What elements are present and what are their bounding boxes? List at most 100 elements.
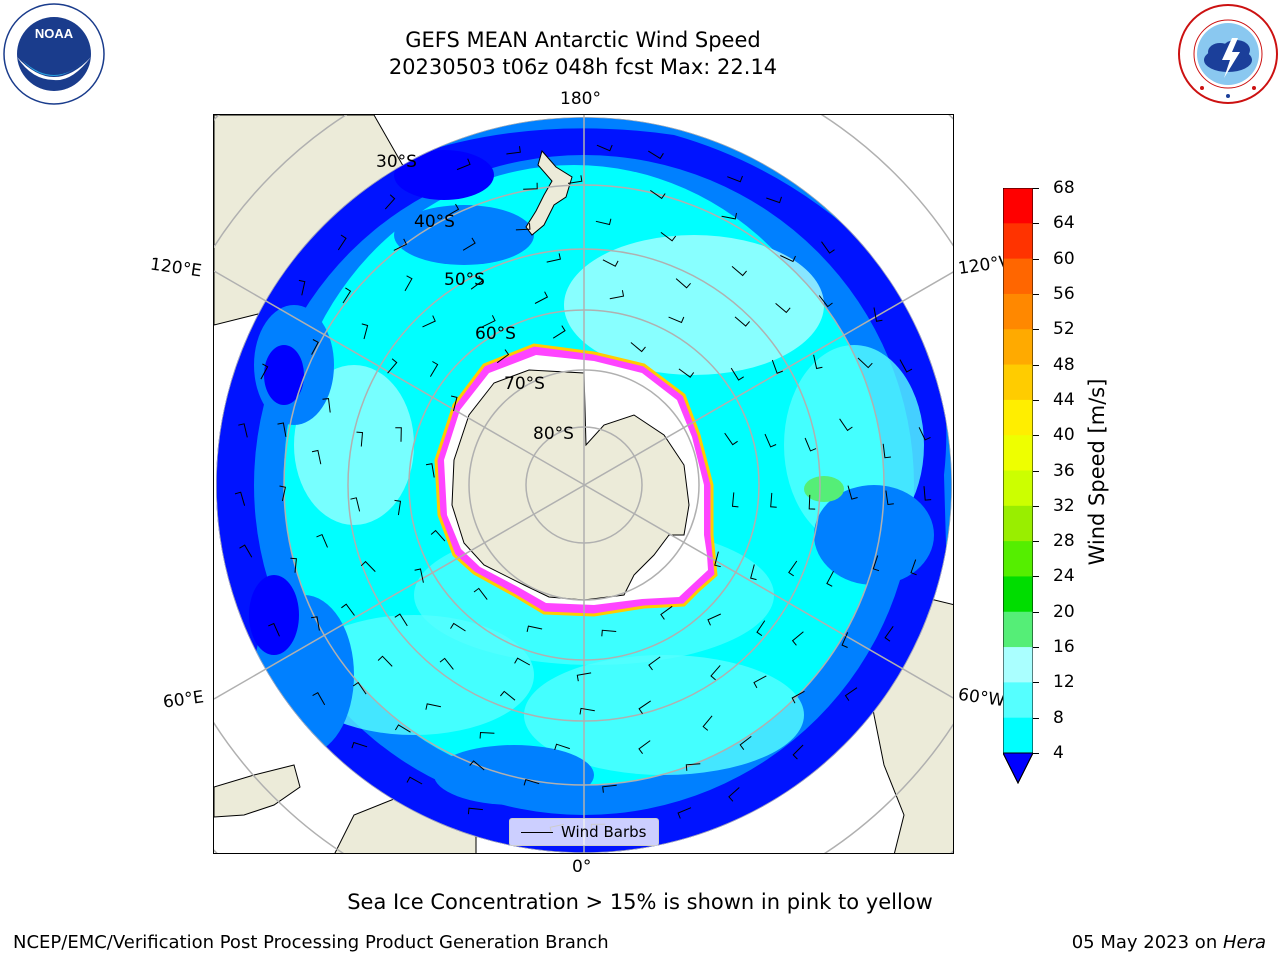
wind-barb xyxy=(813,354,823,370)
legend-label: Wind Barbs xyxy=(561,823,647,841)
wind-barb xyxy=(523,778,540,786)
colorbar-tick-mark xyxy=(1033,541,1039,543)
wind-barb xyxy=(727,175,743,183)
colorbar-tick-label: 56 xyxy=(1053,283,1075,304)
colorbar-segment xyxy=(1003,576,1033,613)
colorbar-segment xyxy=(1003,682,1033,719)
colorbar-tick-mark xyxy=(1033,682,1039,684)
colorbar-tick-mark xyxy=(1033,188,1039,189)
colorbar-segment xyxy=(1003,611,1033,648)
wind-barb xyxy=(677,807,692,819)
wind-barb xyxy=(857,357,873,369)
wind-barb xyxy=(770,492,777,508)
wind-barb xyxy=(826,570,834,587)
wind-barb-legend-line xyxy=(521,832,553,833)
colorbar-tick-label: 20 xyxy=(1053,601,1075,622)
wind-barb xyxy=(352,681,367,695)
wind-barb xyxy=(602,259,619,267)
map-legend: Wind Barbs xyxy=(509,818,659,846)
wind-barb xyxy=(546,253,561,263)
wind-barb xyxy=(360,560,376,572)
wind-barb xyxy=(601,629,617,637)
colorbar-segment xyxy=(1003,647,1033,683)
wind-barb xyxy=(714,551,721,568)
wind-barb xyxy=(322,398,331,413)
wind-barb xyxy=(882,443,891,459)
wind-barb xyxy=(707,613,722,626)
wind-barb xyxy=(277,422,287,437)
colorbar-tick-label: 64 xyxy=(1053,213,1075,234)
wind-barb xyxy=(361,323,369,340)
wind-barb xyxy=(780,255,796,263)
colorbar-tick-mark xyxy=(1033,717,1039,719)
wind-barb xyxy=(775,303,791,314)
lon-label-60e: 60°E xyxy=(161,687,206,713)
wind-barb xyxy=(918,427,931,441)
wind-barb xyxy=(515,223,531,231)
colorbar-tick-mark xyxy=(1033,647,1039,649)
wind-barb xyxy=(450,622,466,632)
wind-barb xyxy=(425,463,435,478)
wind-barb xyxy=(239,544,253,558)
wind-barb xyxy=(766,196,782,204)
wind-barb xyxy=(496,349,510,364)
wind-barb xyxy=(728,787,740,802)
colorbar-tick-label: 44 xyxy=(1053,389,1075,410)
colorbar-segment xyxy=(1003,188,1033,224)
wind-barb xyxy=(425,703,442,710)
wind-barb xyxy=(804,437,817,452)
wind-barb xyxy=(650,189,666,200)
wind-barb xyxy=(377,655,393,667)
wind-barb xyxy=(771,359,783,374)
wind-barb xyxy=(523,182,538,190)
footer-branch: NCEP/EMC/Verification Post Processing Pr… xyxy=(13,932,609,953)
colorbar-segment xyxy=(1003,470,1033,507)
wind-barb xyxy=(439,657,454,670)
lon-label-60w: 60°W xyxy=(956,684,1007,712)
colorbar-tick-label: 40 xyxy=(1053,425,1075,446)
wind-barb xyxy=(839,418,853,432)
wind-barb xyxy=(395,427,402,442)
wind-barb xyxy=(595,218,612,226)
wind-barb xyxy=(638,740,651,754)
wind-barb xyxy=(279,485,286,502)
wind-barb xyxy=(724,432,738,446)
colorbar-tick-label: 12 xyxy=(1053,672,1075,693)
wind-barb xyxy=(675,278,691,289)
wind-barb xyxy=(450,395,458,412)
wind-barb xyxy=(387,358,398,374)
wind-barb xyxy=(872,555,880,572)
colorbar-tick-label: 8 xyxy=(1053,707,1064,728)
wind-barb xyxy=(873,307,883,322)
colorbar-tick-label: 52 xyxy=(1053,319,1075,340)
colorbar-tick-label: 68 xyxy=(1053,178,1075,198)
wind-barb xyxy=(384,194,396,210)
colorbar-tick-label: 32 xyxy=(1053,495,1075,516)
wind-barb xyxy=(341,603,355,616)
wind-barb xyxy=(702,715,713,731)
wind-barb xyxy=(311,339,319,355)
wind-barb xyxy=(316,533,328,548)
colorbar-tick-label: 4 xyxy=(1053,743,1064,763)
wind-barb xyxy=(312,692,326,706)
lat-label-80s: 80°S xyxy=(533,424,574,444)
colorbar-tick-mark xyxy=(1033,223,1039,225)
wind-barb xyxy=(430,529,446,542)
footer-date: 05 May 2023 on Hera xyxy=(1072,932,1266,953)
nws-seal-icon xyxy=(1178,4,1278,104)
wind-barb xyxy=(311,616,320,631)
wind-barb xyxy=(884,626,894,642)
wind-barb xyxy=(844,687,858,701)
wind-barb xyxy=(260,363,269,380)
wind-speed-colorbar xyxy=(1003,188,1033,785)
colorbar-tick-label: 48 xyxy=(1053,354,1075,375)
footer-date-text: 05 May 2023 on xyxy=(1071,932,1223,953)
wind-barb xyxy=(406,776,423,785)
wind-barb xyxy=(685,763,701,771)
colorbar-segment xyxy=(1003,505,1033,542)
wind-barb xyxy=(394,613,408,627)
wind-barb xyxy=(429,361,439,377)
wind-barb xyxy=(393,238,408,251)
wind-barb xyxy=(567,175,583,184)
colorbar-tick-label: 36 xyxy=(1053,460,1075,481)
